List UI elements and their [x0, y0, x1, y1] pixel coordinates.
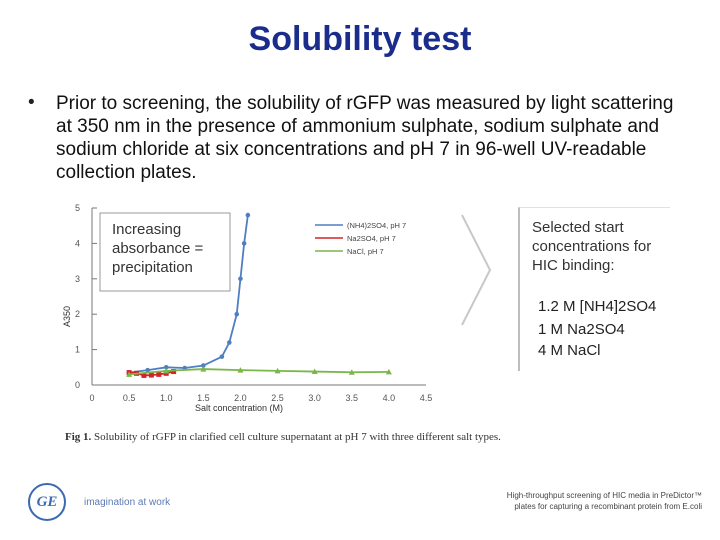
data-point [126, 371, 133, 377]
side-panel: Selected start concentrations for HIC bi… [518, 207, 670, 371]
caption-label: Fig 1. [65, 431, 92, 443]
x-tick-label: 4.5 [420, 393, 433, 403]
legend-label: NaCl, pH 7 [347, 247, 384, 256]
data-point [311, 368, 318, 375]
annotation-box [99, 212, 231, 292]
data-point [234, 311, 240, 317]
x-tick-label: 4.0 [383, 393, 396, 403]
data-point [200, 366, 207, 372]
side-item-sodium-chloride: 4 M NaCl [538, 342, 601, 359]
ge-logo: GE [28, 483, 66, 521]
y-tick-label: 4 [75, 238, 80, 248]
data-point [245, 212, 251, 218]
x-tick-label: 3.5 [346, 393, 359, 403]
y-tick-label: 0 [75, 380, 80, 390]
bullet-marker: • [28, 92, 35, 113]
annotation-line: absorbance = [112, 240, 204, 257]
reference-text: High-throughput screening of HIC media i… [506, 491, 702, 511]
data-point [348, 369, 355, 375]
data-point [241, 241, 247, 246]
data-point [201, 363, 206, 368]
side-panel-title: Selected start concentrations for HIC bi… [532, 219, 652, 274]
x-tick-label: 0 [89, 393, 94, 403]
data-point [227, 340, 232, 345]
caption-text: Solubility of rGFP in clarified cell cul… [94, 431, 501, 443]
x-tick-label: 3.0 [308, 393, 321, 403]
figure-caption: Fig 1. Solubility of rGFP in clarified c… [65, 431, 501, 443]
y-tick-label: 1 [75, 345, 80, 355]
data-point [141, 372, 147, 378]
y-tick-label: 3 [75, 274, 80, 284]
x-tick-label: 1.0 [160, 393, 173, 403]
x-tick-label: 0.5 [123, 393, 136, 403]
data-point [237, 367, 244, 373]
tagline: imagination at work [84, 497, 171, 508]
data-point [385, 368, 392, 375]
series-line [129, 368, 389, 376]
data-point [274, 367, 281, 374]
slide-title: Solubility test [248, 20, 472, 58]
data-point [145, 367, 150, 373]
legend-label: (NH4)2SO4, pH 7 [347, 221, 406, 230]
data-point [148, 372, 154, 378]
data-point [156, 371, 162, 377]
y-axis-label: A350 [62, 306, 72, 327]
side-item-ammonium-sulphate: 1.2 M [NH4]2SO4 [538, 298, 657, 315]
chevron-divider [461, 214, 492, 326]
bullet-text: Prior to screening, the solubility of rG… [56, 93, 674, 183]
annotation-line: Increasing [112, 221, 181, 238]
data-point [171, 369, 177, 375]
x-tick-label: 2.5 [271, 393, 284, 403]
y-tick-label: 5 [75, 203, 80, 213]
annotation-line: precipitation [112, 259, 193, 276]
data-point [219, 354, 225, 359]
solubility-chart: 0 1 2 3 4 5 0 0.5 1.0 1.5 2.0 2.5 3.0 3.5 4.0 4.5 Salt c… [62, 203, 433, 413]
data-point [163, 365, 169, 370]
x-tick-label: 2.0 [234, 393, 247, 403]
x-axis-label: Salt concentration (M) [195, 403, 283, 413]
legend-label: Na2SO4, pH 7 [347, 234, 396, 243]
side-item-sodium-sulphate: 1 M Na2SO4 [538, 321, 625, 338]
x-tick-label: 1.5 [197, 393, 210, 403]
y-tick-label: 2 [75, 309, 80, 319]
data-point [238, 276, 243, 282]
data-point [163, 367, 170, 374]
